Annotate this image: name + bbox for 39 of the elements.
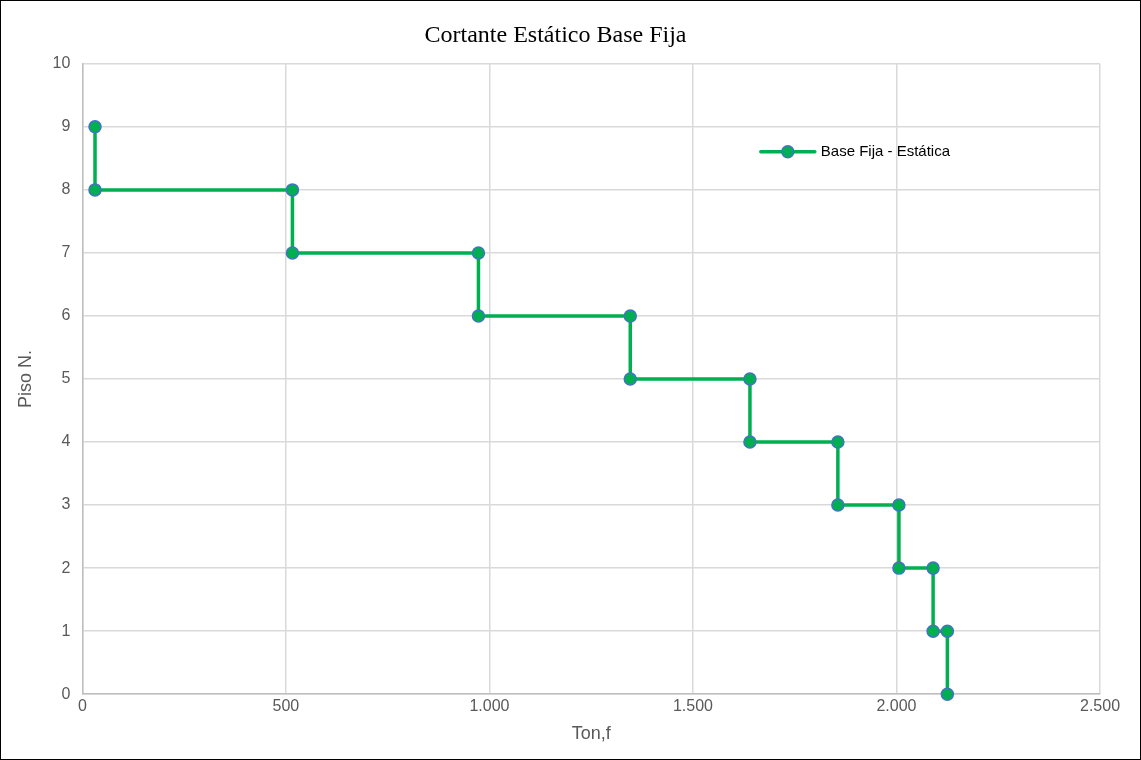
point xyxy=(285,183,300,197)
point xyxy=(623,309,638,323)
point xyxy=(831,435,845,449)
y-tick-label: 2 xyxy=(61,558,71,576)
x-tick-label: 1.000 xyxy=(469,697,510,715)
x-tick-label: 2.500 xyxy=(1079,697,1121,715)
y-tick-label: 5 xyxy=(61,369,71,387)
point xyxy=(831,498,845,512)
y-tick-label: 3 xyxy=(61,495,71,513)
x-tick-label: 2.000 xyxy=(876,697,917,715)
y-tick-label: 9 xyxy=(61,117,71,135)
point xyxy=(926,624,940,638)
point xyxy=(623,372,638,386)
point xyxy=(743,372,757,386)
point xyxy=(88,120,102,134)
x-axis-title: Ton,f xyxy=(571,723,612,744)
x-tick-label: 500 xyxy=(272,697,300,715)
chart-title: Cortante Estático Base Fija xyxy=(424,20,687,47)
point xyxy=(892,498,906,512)
y-axis-title: Piso N. xyxy=(14,349,35,409)
point xyxy=(471,309,486,323)
point xyxy=(471,246,486,260)
y-tick-label: 7 xyxy=(61,243,71,261)
y-tick-label: 1 xyxy=(61,621,71,639)
y-tick-label: 8 xyxy=(61,180,71,198)
point xyxy=(285,246,300,260)
y-tick-label: 10 xyxy=(52,54,71,72)
point xyxy=(940,624,955,638)
y-tick-label: 6 xyxy=(61,306,71,324)
point xyxy=(926,561,940,575)
point xyxy=(743,435,757,449)
x-tick-label: 1.500 xyxy=(672,697,714,715)
legend-label: Base Fija - Estática xyxy=(820,141,951,159)
x-tick-label: 0 xyxy=(77,697,87,715)
point xyxy=(892,561,906,575)
point xyxy=(88,183,102,197)
y-tick-label: 0 xyxy=(61,684,71,702)
point xyxy=(940,687,955,701)
y-tick-label: 4 xyxy=(61,432,71,450)
